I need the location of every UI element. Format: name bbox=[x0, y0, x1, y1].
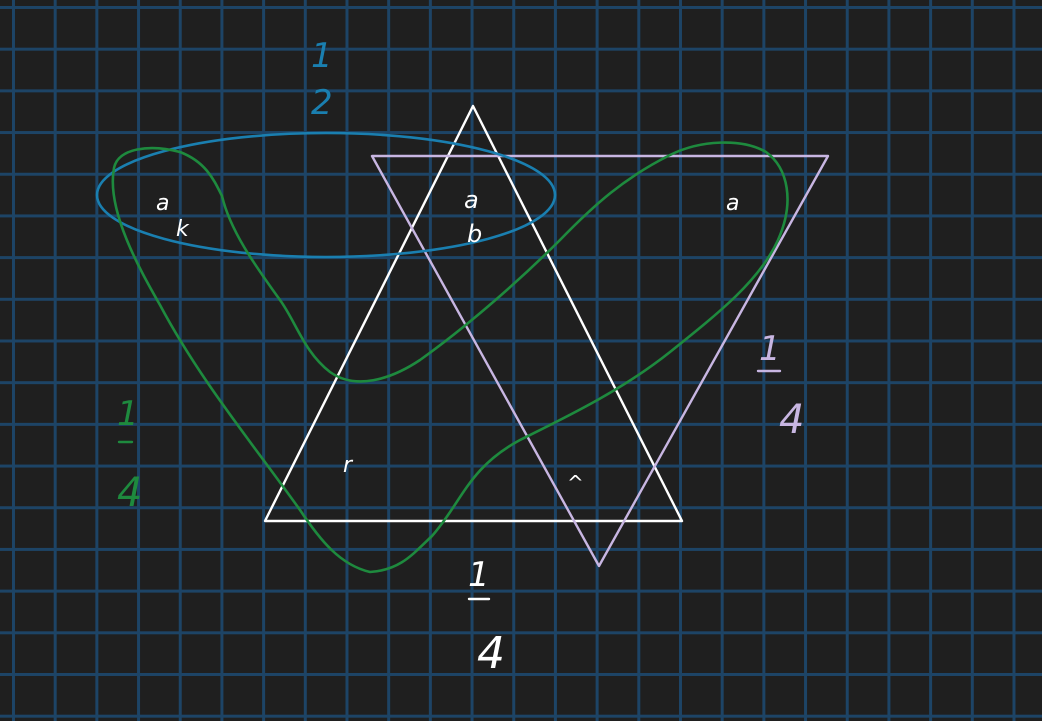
point-label-far-left-sub: k bbox=[176, 217, 190, 242]
point-label-top-center: a bbox=[464, 186, 479, 214]
point-label-top-right: a bbox=[726, 191, 739, 216]
point-label-lower-right: ^ bbox=[567, 471, 584, 495]
point-label-lower-left: r bbox=[343, 453, 354, 478]
blue-ellipse-numerator: 1 bbox=[311, 36, 333, 76]
green-loop-denominator: 4 bbox=[117, 470, 142, 516]
purple-triangle-fraction: 1 4 bbox=[759, 329, 804, 443]
blue-ellipse-denominator: 2 bbox=[311, 83, 333, 123]
point-labels: a k a b a r ^ bbox=[156, 186, 739, 495]
white-triangle-numerator: 1 bbox=[468, 555, 490, 595]
blue-ellipse[interactable] bbox=[95, 131, 557, 259]
white-triangle-denominator: 4 bbox=[477, 628, 505, 679]
green-loop-numerator: 1 bbox=[117, 394, 139, 434]
point-label-top-center-sub: b bbox=[467, 220, 482, 248]
purple-triangle-numerator: 1 bbox=[759, 329, 781, 369]
purple-triangle[interactable] bbox=[370, 154, 830, 568]
white-triangle[interactable] bbox=[263, 104, 684, 523]
green-loop[interactable] bbox=[111, 141, 789, 574]
blue-ellipse-fraction: 1 2 bbox=[311, 36, 333, 123]
white-triangle-fraction: 1 4 bbox=[468, 555, 505, 679]
purple-triangle-denominator: 4 bbox=[779, 397, 804, 443]
green-loop-fraction: 1 4 bbox=[117, 394, 142, 516]
point-label-far-left: a bbox=[156, 191, 169, 216]
